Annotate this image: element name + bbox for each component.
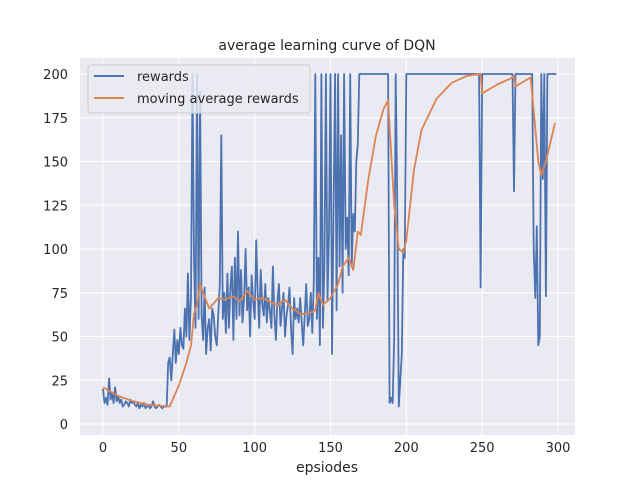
- y-tick-label: 50: [51, 331, 68, 346]
- y-tick-label: 100: [43, 243, 68, 258]
- y-tick-label: 150: [43, 156, 68, 171]
- x-tick-label: 150: [318, 441, 343, 456]
- x-tick-label: 50: [171, 441, 188, 456]
- series-layer: [102, 73, 557, 410]
- x-tick-label: 200: [394, 441, 419, 456]
- x-tick-label: 0: [99, 441, 107, 456]
- legend-label-rewards: rewards: [137, 70, 189, 85]
- x-tick-label: 250: [470, 441, 495, 456]
- legend-label-moving-average: moving average rewards: [137, 92, 299, 107]
- x-tick-label: 300: [546, 441, 571, 456]
- tick-labels: 0 50 100 150 200 250 300 0 25 50 75 100 125 150 175 200: [43, 68, 570, 456]
- x-tick-label: 100: [242, 441, 267, 456]
- x-axis-label: epsiodes: [296, 460, 358, 476]
- y-tick-label: 75: [51, 287, 68, 302]
- y-tick-label: 125: [43, 199, 68, 214]
- legend: rewards moving average rewards: [87, 64, 311, 114]
- y-tick-label: 175: [43, 112, 68, 127]
- y-tick-label: 0: [60, 418, 68, 433]
- legend-box: [87, 64, 311, 114]
- series-line-moving-average: [102, 73, 556, 408]
- series-line-rewards: [102, 73, 557, 410]
- y-tick-label: 25: [51, 374, 68, 389]
- chart-title: average learning curve of DQN: [218, 38, 435, 54]
- y-tick-label: 200: [43, 68, 68, 83]
